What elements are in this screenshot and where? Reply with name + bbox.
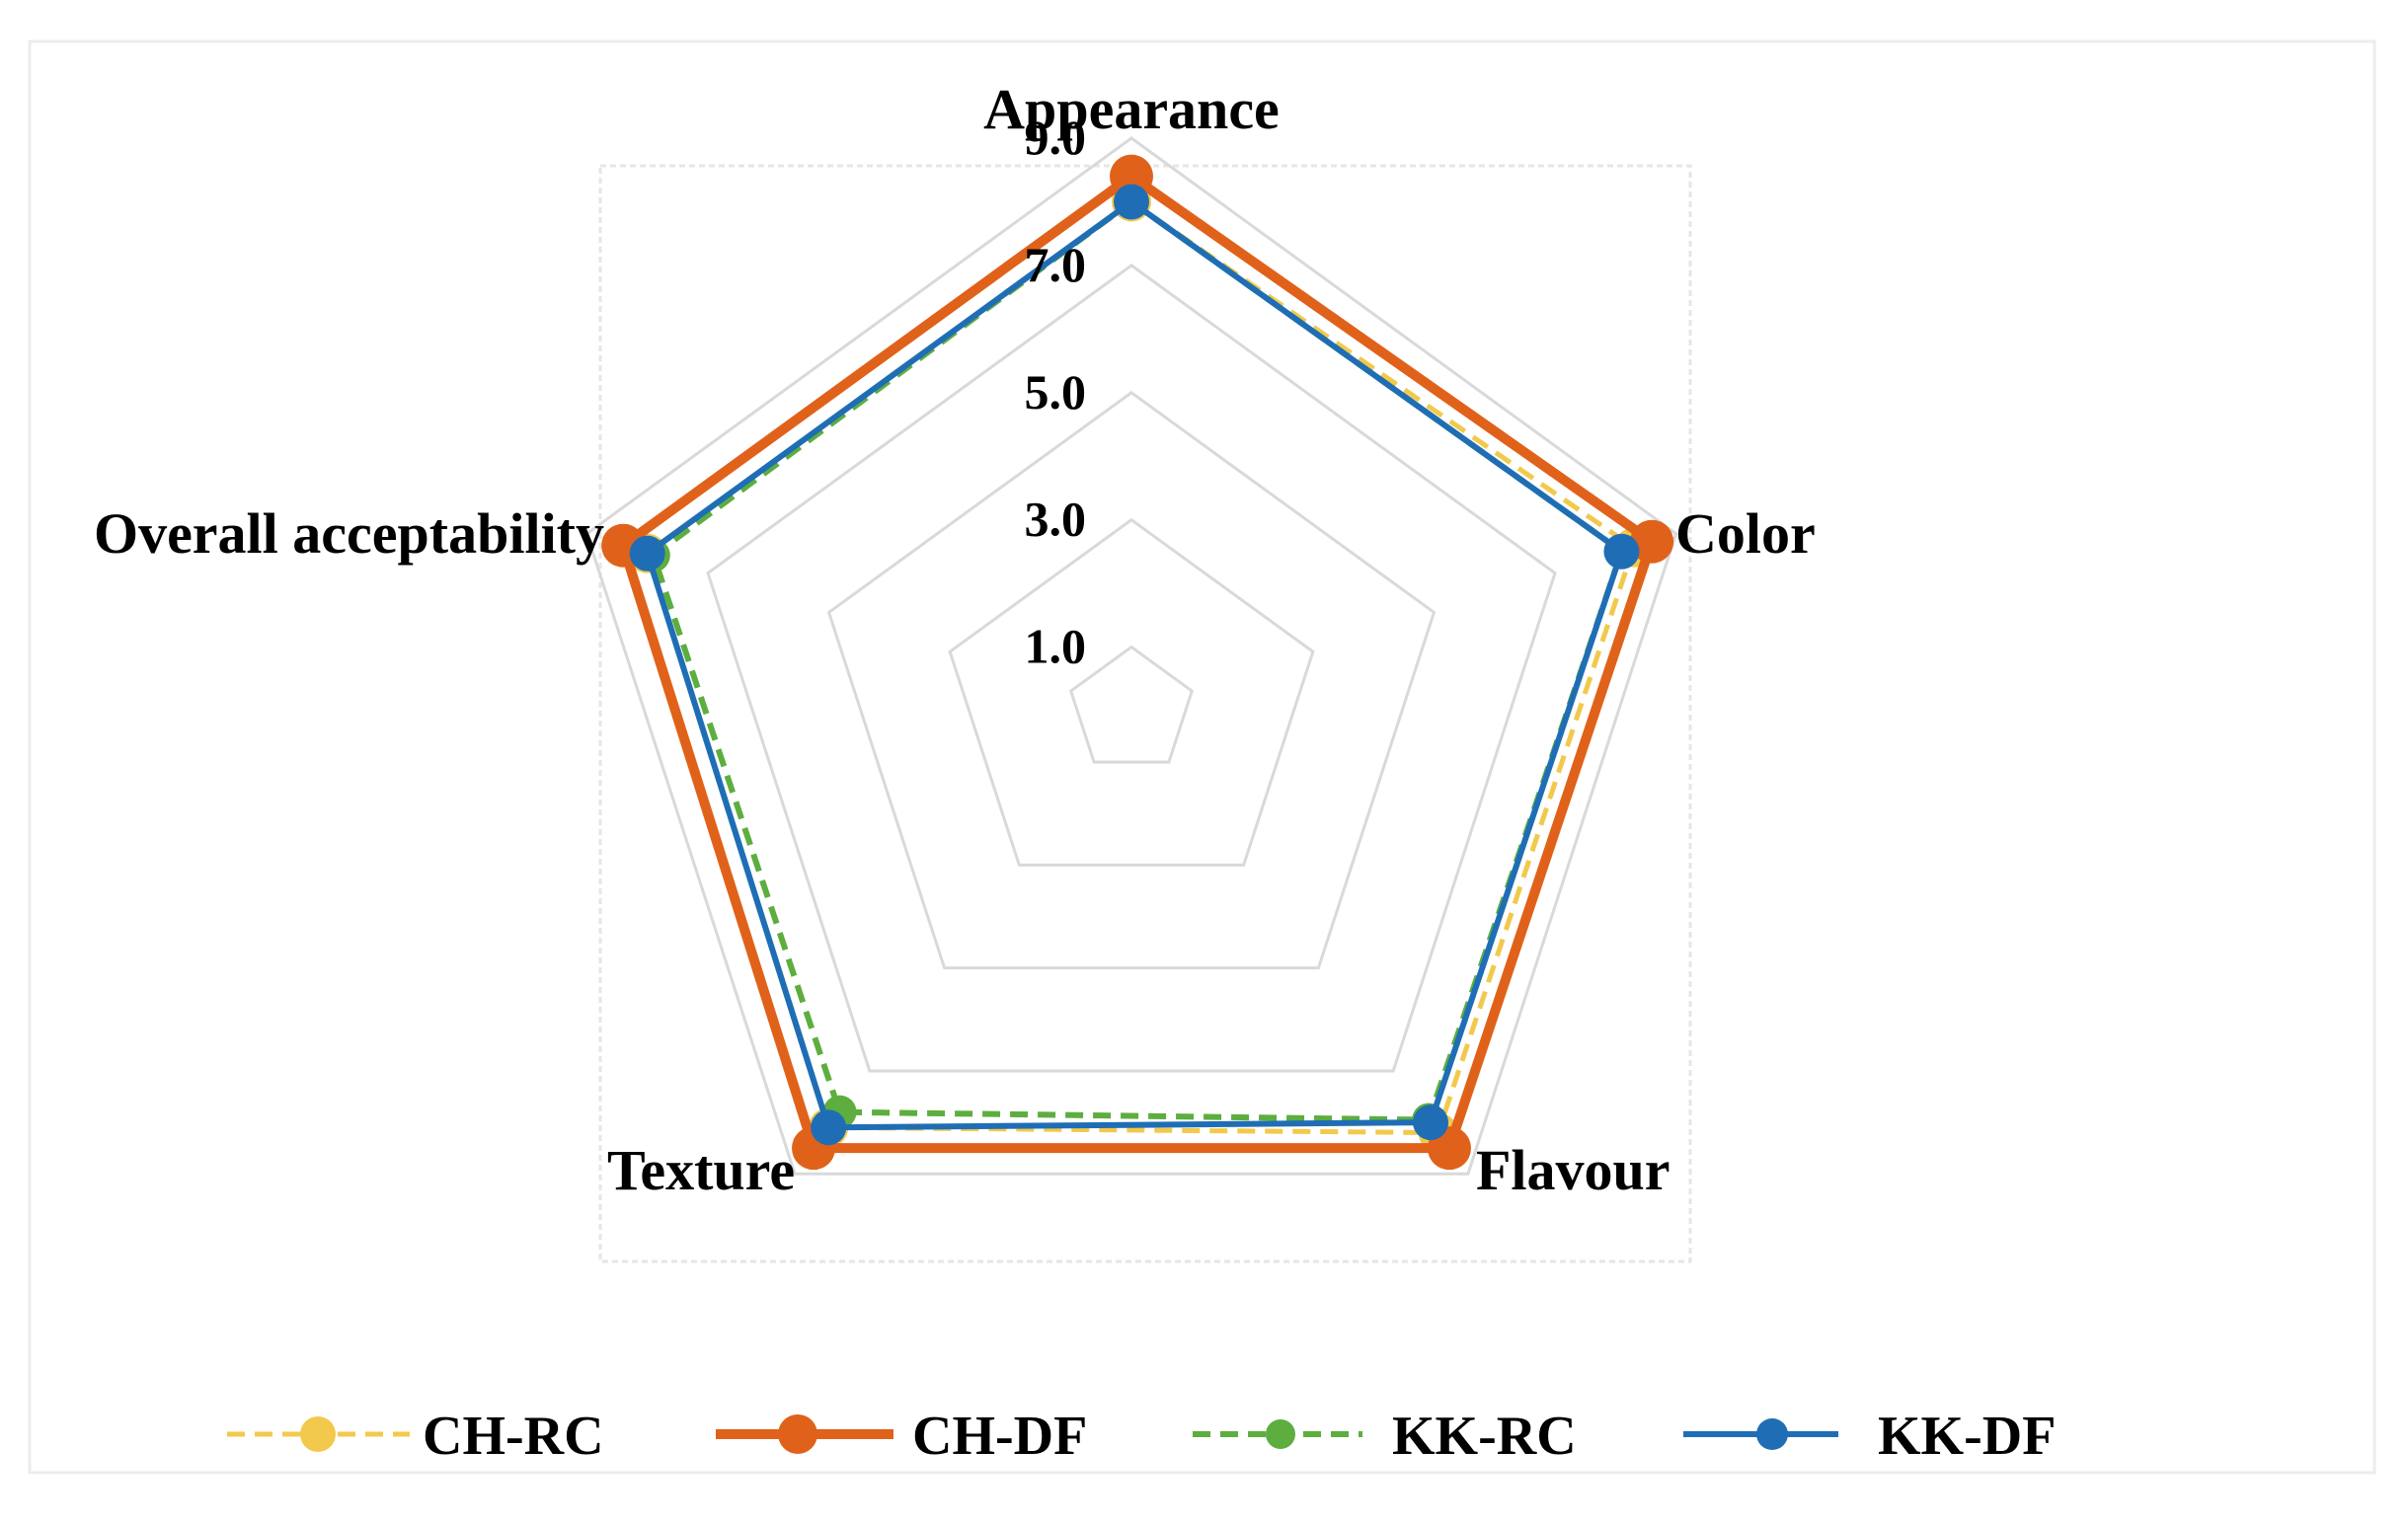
point-kk-df-flavour [1413,1105,1449,1141]
grid-ring-9 [584,136,1678,1176]
plot-frame [598,164,1692,1263]
tick-label: 5.0 [1025,364,1087,419]
legend-marker-ch-rc [300,1416,336,1452]
radar-series [601,154,1674,1171]
legend-marker-kk-df [1756,1418,1788,1450]
grid-ring-7 [706,264,1557,1073]
grid-ring-1 [1068,645,1195,764]
legend-item-kk-df: KK-DF [1683,1406,2056,1467]
point-ch-df-color [1630,519,1674,564]
series-line-ch-df [618,171,1658,1154]
chart-frame [28,39,2376,1475]
legend-item-ch-rc: CH-RC [227,1406,604,1467]
legend-label-kk-df: KK-DF [1878,1406,2056,1467]
series-kk-df [629,184,1640,1146]
point-ch-df-appearance [1110,154,1153,198]
grid-ring-5 [826,390,1437,970]
legend-item-kk-rc: KK-RC [1193,1406,1577,1467]
legend-label-ch-rc: CH-RC [423,1406,604,1467]
radar-tick-labels: 1.0 3.0 5.0 7.0 9.0 [1025,110,1087,674]
series-ch-df [601,154,1674,1171]
grid-ring-3 [948,517,1315,867]
series-line-kk-df [644,198,1625,1131]
radar-category-labels: Appearance Color Flavour Texture Overall acc… [94,77,1816,1202]
point-kk-df-overall-acceptability [629,535,665,572]
point-kk-df-appearance [1114,184,1149,220]
outer-frame [28,39,2376,1475]
point-kk-df-texture [811,1109,847,1146]
category-label-color: Color [1675,501,1816,566]
tick-label: 9.0 [1025,110,1087,165]
tick-label: 3.0 [1025,492,1087,547]
category-label-appearance: Appearance [983,77,1280,141]
legend-label-kk-rc: KK-RC [1392,1406,1577,1467]
point-kk-df-color [1603,533,1640,570]
tick-label: 1.0 [1025,619,1087,674]
legend-label-ch-df: CH-DF [912,1406,1087,1467]
legend-item-ch-df: CH-DF [716,1406,1087,1467]
category-label-overall-acceptability: Overall acceptability [94,501,604,566]
tick-label: 7.0 [1025,237,1087,292]
category-label-texture: Texture [607,1138,795,1202]
legend-marker-ch-df [778,1414,817,1454]
chart-legend: CH-RC CH-DF KK-RC KK-DF [227,1406,2056,1467]
legend-marker-kk-rc [1266,1419,1295,1449]
series-line-ch-rc [645,198,1637,1136]
category-label-flavour: Flavour [1476,1138,1670,1202]
radar-grid [584,136,1678,1176]
